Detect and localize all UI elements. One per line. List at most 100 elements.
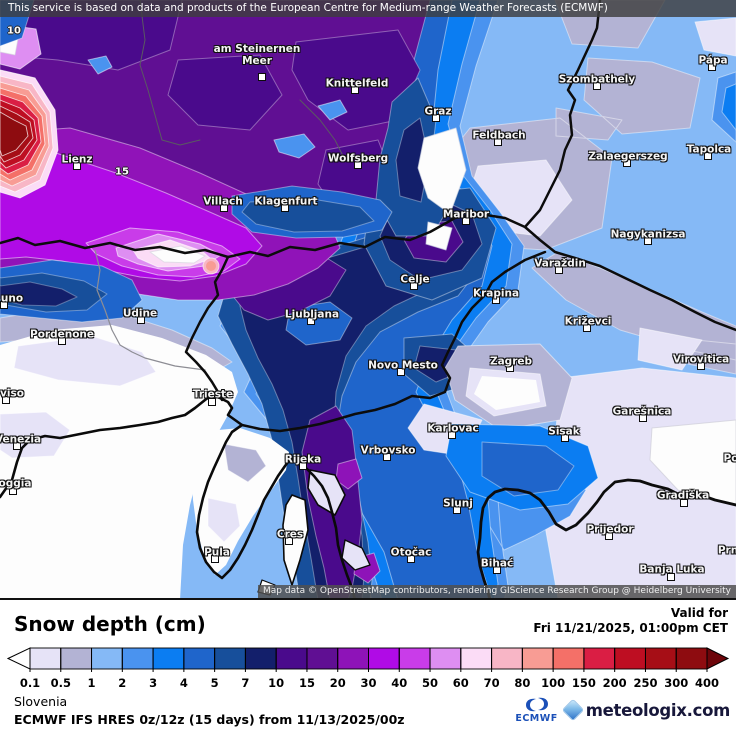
city-marker [407, 555, 415, 563]
model-run-info: ECMWF IFS HRES 0z/12z (15 days) from 11/… [14, 712, 405, 727]
city-label: am Steinernen Meer [213, 43, 301, 67]
colorbar-tick-label: 4 [180, 676, 188, 690]
colorbar-segment [121, 647, 154, 670]
region-koralpe-navy-core [395, 117, 430, 203]
city-label: Vrbovsko [360, 444, 416, 457]
region-graz-white [417, 127, 467, 251]
city-label: Szombathely [558, 73, 636, 86]
region-ljubljana-basin [285, 301, 353, 346]
colorbar-tick-label: 250 [633, 676, 657, 690]
city-marker [605, 532, 613, 540]
colorbar-segment [614, 647, 646, 670]
city-label: Nagykanizsa [610, 228, 686, 241]
colorbar-tick-label: 300 [664, 676, 688, 690]
city-marker [448, 431, 456, 439]
city-marker [453, 506, 461, 514]
region-dolomites-7-10 [0, 281, 78, 307]
meteologix-diamond-icon [561, 698, 585, 722]
colorbar-tick-label: 10 [268, 676, 284, 690]
region-istria-gray [223, 443, 267, 483]
region-zagreb-white [474, 376, 540, 410]
city-label: Venezia [0, 433, 42, 446]
colorbar-overflow-arrow [706, 647, 730, 670]
city-label: Tapolca [686, 143, 732, 156]
city-label: Zalaegerszeg [588, 150, 668, 163]
colorbar-segment [183, 647, 216, 670]
colorbar-segment [244, 647, 277, 670]
city-label: Ljubljana [284, 308, 340, 321]
city-marker [383, 453, 391, 461]
city-marker [704, 152, 712, 160]
city-label: Maribor [442, 208, 490, 221]
city-marker [583, 324, 591, 332]
city-marker [667, 573, 675, 581]
colorbar-tick-label: 5 [211, 676, 219, 690]
region-po-valley-white [0, 325, 238, 600]
logo-block: ECMWF meteologix.com [515, 696, 730, 724]
colorbar-segment [552, 647, 585, 670]
city-label: Pordenone [29, 328, 95, 341]
city-marker [432, 114, 440, 122]
city-label: Sisak [548, 425, 580, 438]
city-marker [307, 317, 315, 325]
city-marker [494, 138, 502, 146]
city-label: Feldbach [472, 129, 526, 142]
colorbar: 0.1 0.5 1 2 3 4 5 7 10 15 20 30 40 50 60 70 80 100 150 200 2… [6, 647, 730, 690]
colorbar-segment [368, 647, 400, 670]
border-hungary-croatia [523, 225, 736, 332]
colorbar-tick-label: 150 [572, 676, 596, 690]
region-austria-dark-purple-10-15 [0, 0, 421, 215]
border-austria-hungary [523, 0, 602, 229]
regional-border-austria [139, 0, 346, 161]
city-label: Pula [204, 546, 230, 559]
colorbar-segment [337, 647, 369, 670]
colorbar-segment [29, 647, 62, 670]
border-austria-slovenia [226, 212, 527, 259]
map-canvas [0, 0, 736, 600]
city-marker [644, 237, 652, 245]
city-label: uno [0, 292, 24, 305]
city-marker [58, 337, 66, 345]
city-marker [555, 266, 563, 274]
ecmwf-logo[interactable]: ECMWF [515, 696, 557, 724]
colorbar-tick-label: 30 [360, 676, 376, 690]
island-rab [341, 539, 371, 571]
colorbar-segment [521, 647, 554, 670]
region-sisak-blue-core [481, 441, 575, 497]
colorbar-tick-label: 50 [422, 676, 438, 690]
city-marker [506, 364, 514, 372]
city-label: Prn [717, 544, 736, 557]
snow-depth-map: am Steinernen Meer Lienz Knittelfeld Wolfsbe… [0, 0, 736, 600]
colorbar-segment [275, 647, 308, 670]
city-marker [220, 204, 228, 212]
city-marker [281, 204, 289, 212]
map-bottom-frame [0, 598, 736, 600]
city-marker [211, 555, 219, 563]
colorbar-segment [645, 647, 677, 670]
city-marker [593, 82, 601, 90]
city-label: Graz [424, 105, 452, 118]
coastline-adriatic [0, 393, 357, 600]
map-title: Snow depth (cm) [14, 612, 206, 636]
region-alps-salmon-core [206, 261, 216, 271]
colorbar-tick-label: 2 [118, 676, 126, 690]
colorbar-tick-label: 200 [603, 676, 627, 690]
city-label: Knittelfeld [325, 77, 389, 90]
meteologix-logo[interactable]: meteologix.com [561, 698, 730, 722]
city-label: Križevci [564, 315, 612, 328]
colorbar-tick-label: 60 [453, 676, 469, 690]
city-marker [2, 396, 10, 404]
colorbar-segment [91, 647, 123, 670]
city-label: Gradiška [656, 489, 710, 502]
city-marker [680, 499, 688, 507]
region-name: Slovenia [14, 694, 68, 709]
region-klagenfurt-basin-core [241, 198, 375, 233]
city-marker [623, 159, 631, 167]
colorbar-segment [429, 647, 462, 670]
city-marker [354, 161, 362, 169]
colorbar-tick-label: 7 [241, 676, 249, 690]
city-label: Po [723, 452, 736, 465]
city-label: Cres [276, 528, 304, 541]
colorbar-segment [398, 647, 431, 670]
